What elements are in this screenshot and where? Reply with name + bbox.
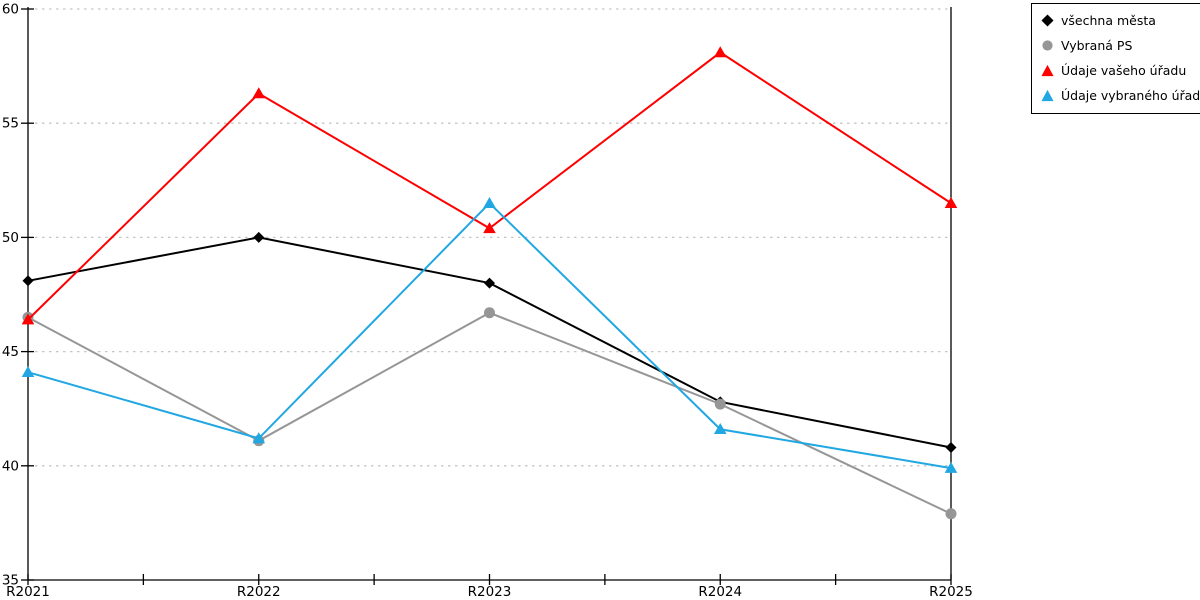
x-tick-label: R2025 xyxy=(929,584,973,600)
diamond-marker xyxy=(253,231,265,243)
triangle-marker xyxy=(21,313,35,325)
legend-item: Vybraná PS xyxy=(1041,38,1200,53)
series-2 xyxy=(21,46,958,325)
series-0 xyxy=(22,231,957,454)
diamond-marker xyxy=(484,277,495,289)
legend-label: Údaje vybraného úřadu xyxy=(1061,88,1200,103)
series-line xyxy=(27,201,952,470)
circle-marker xyxy=(945,508,957,520)
x-tick-label: R2023 xyxy=(468,584,512,600)
legend-item: Údaje vašeho úřadu xyxy=(1041,63,1200,78)
y-tick-label: 35 xyxy=(2,573,19,589)
series-line xyxy=(27,311,952,515)
series-1 xyxy=(22,307,957,520)
y-tick-label: 50 xyxy=(2,230,19,246)
y-tick-label: 40 xyxy=(2,458,19,474)
triangle-marker xyxy=(483,222,496,234)
diamond-marker xyxy=(945,442,957,454)
diamond-marker-icon xyxy=(1041,14,1054,27)
diamond-marker xyxy=(22,275,34,287)
legend-label: všechna města xyxy=(1061,13,1156,28)
circle-marker xyxy=(484,307,495,319)
triangle-marker xyxy=(944,196,958,208)
circle-marker xyxy=(714,398,726,410)
triangle-marker-icon xyxy=(1041,89,1054,102)
triangle-marker-icon xyxy=(1041,64,1054,77)
y-tick-label: 45 xyxy=(2,344,19,360)
y-gridlines xyxy=(28,8,951,467)
series-line xyxy=(27,236,952,449)
x-tick-label: R2022 xyxy=(237,584,281,600)
axis-labels: 35 40 45 50 55 60 R2021 R2022 R2023 R2024 R2025 xyxy=(2,2,973,600)
triangle-marker xyxy=(21,365,35,377)
x-tick-label: R2021 xyxy=(6,584,50,600)
triangle-marker xyxy=(483,196,496,208)
legend-item: Údaje vybraného úřadu xyxy=(1041,88,1200,103)
triangle-marker xyxy=(252,432,266,444)
axes xyxy=(21,7,952,585)
triangle-marker xyxy=(944,461,958,473)
legend-label: Vybraná PS xyxy=(1061,38,1133,53)
circle-marker-icon xyxy=(1042,40,1053,51)
triangle-marker xyxy=(713,46,727,58)
x-tick-label: R2024 xyxy=(698,584,742,600)
y-tick-label: 55 xyxy=(2,116,19,132)
y-tick-label: 60 xyxy=(2,2,19,18)
triangle-marker xyxy=(252,87,266,99)
triangle-marker xyxy=(713,423,727,435)
legend: všechna města Vybraná PS Údaje vašeho úř… xyxy=(1031,3,1200,114)
legend-label: Údaje vašeho úřadu xyxy=(1061,63,1187,78)
series-3 xyxy=(21,196,958,473)
legend-item: všechna města xyxy=(1041,13,1200,28)
